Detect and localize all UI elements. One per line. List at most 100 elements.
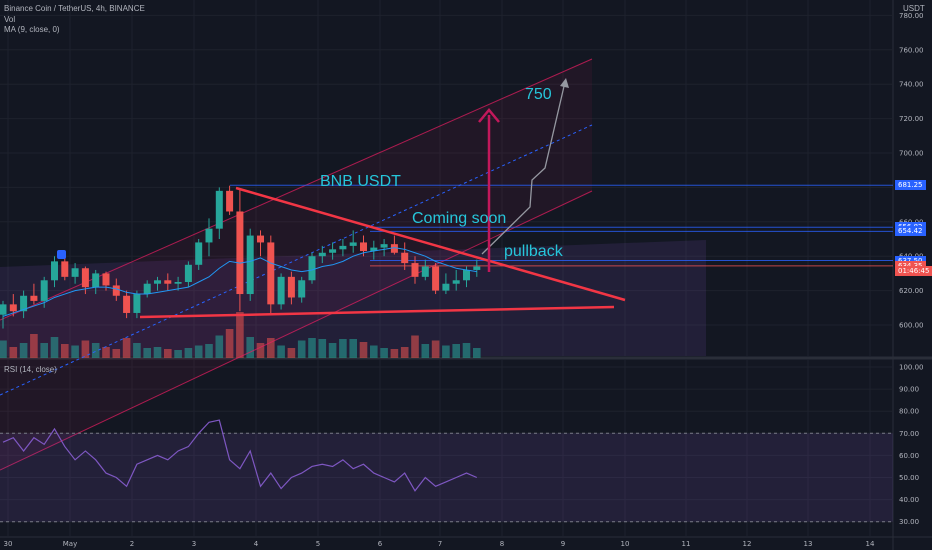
rsi-tick-label: 50.00 [899, 474, 919, 482]
currency-label: USDT [903, 4, 925, 13]
candle-body [370, 247, 378, 252]
symbol-title: Binance Coin / TetherUS, 4h, BINANCE [4, 4, 145, 13]
volume-bar [267, 338, 275, 358]
candle-body [51, 261, 58, 281]
price-tick-label: 780.00 [899, 12, 924, 20]
price-tick-label: 700.00 [899, 150, 924, 158]
candle-body [432, 266, 440, 291]
candle-body [215, 190, 223, 229]
volume-bar [411, 335, 419, 358]
price-tag: 681.25 [895, 180, 926, 191]
candle-body [452, 280, 460, 284]
volume-bar [473, 348, 481, 358]
candle-body [349, 242, 357, 246]
candle-body [174, 282, 182, 284]
ma-line [2, 247, 477, 317]
volume-bar [328, 343, 337, 358]
rsi-tick-label: 70.00 [899, 430, 919, 438]
time-tick-label: 30 [4, 540, 13, 548]
candle-body [421, 266, 429, 277]
candle-body [277, 276, 285, 305]
volume-bar [400, 347, 409, 358]
volume-bar [0, 340, 7, 358]
candle-body [267, 242, 275, 305]
channel-lower-line [0, 190, 593, 471]
volume-bar [50, 337, 59, 358]
volume-bar [9, 347, 18, 358]
time-tick-label: 12 [743, 540, 752, 548]
parallel-channel-fill [0, 59, 592, 470]
candle-body [133, 294, 141, 313]
candle-body [329, 249, 337, 253]
candle-body [164, 280, 172, 284]
candle-body [123, 295, 131, 313]
candle-body [71, 268, 79, 277]
candle-body [411, 263, 419, 277]
volume-bar [194, 345, 203, 358]
volume-bar [277, 345, 285, 358]
price-tag: 637.50 [895, 255, 926, 266]
candle-body [463, 269, 470, 281]
time-tick-label: 3 [192, 540, 196, 548]
descending-trendline [235, 186, 626, 302]
annotation-coming-soon: Coming soon [412, 210, 506, 227]
volume-bar [287, 348, 296, 358]
volume-bar [339, 339, 347, 358]
volume-bar [112, 349, 121, 358]
volume-bar [40, 343, 48, 358]
candle-body [298, 280, 306, 298]
candle-body [102, 273, 110, 286]
time-tick-label: 10 [621, 540, 630, 548]
candle-body [257, 235, 264, 243]
candle-body [308, 256, 316, 281]
time-tick-label: 14 [866, 540, 875, 548]
candle-body [61, 261, 69, 277]
volume-bar [318, 339, 327, 358]
volume-bar [256, 343, 265, 358]
time-tick-label: 2 [130, 540, 134, 548]
rsi-band-fill [0, 433, 893, 522]
volume-bar [19, 343, 28, 358]
target-arrow-head [478, 108, 500, 123]
rsi-tick-label: 100.00 [899, 364, 924, 372]
projection-arrow-head [560, 78, 569, 88]
volume-bar [61, 344, 69, 358]
candle-body [0, 304, 7, 315]
candle-body [92, 273, 100, 288]
rsi-tick-label: 80.00 [899, 408, 919, 416]
rsi-tick-label: 30.00 [899, 518, 919, 526]
candle-body [318, 252, 326, 257]
candle-body [360, 242, 367, 252]
time-tick-label: 9 [561, 540, 565, 548]
time-tick-label: May [63, 540, 77, 548]
volume-bar [359, 342, 368, 358]
candle-body [30, 295, 38, 301]
annotation-bnb-usdt: BNB USDT [320, 173, 401, 190]
candle-body [184, 264, 192, 282]
volume-bar [122, 338, 131, 358]
time-tick-label: 7 [438, 540, 442, 548]
candle-body [473, 266, 481, 270]
time-tick-label: 5 [316, 540, 320, 548]
volume-bar [236, 312, 244, 358]
price-tag: 634.35 [895, 260, 926, 271]
rsi-tick-label: 60.00 [899, 452, 919, 460]
candle-body [143, 283, 151, 295]
volume-bar [462, 343, 471, 358]
volume-bar [164, 349, 172, 358]
volume-bar [71, 345, 79, 358]
volume-profile-zone [0, 240, 706, 356]
annotation-target: 750 [525, 86, 552, 103]
candle-body [205, 228, 213, 243]
candle-body [339, 245, 347, 250]
rsi-indicator-label: RSI (14, close) [4, 365, 57, 374]
volume-bar [246, 337, 254, 358]
price-tick-label: 740.00 [899, 81, 924, 89]
volume-bar [215, 335, 224, 358]
time-tick-label: 8 [500, 540, 504, 548]
volume-bar [421, 344, 430, 358]
volume-bar [81, 340, 90, 358]
time-tick-label: 4 [254, 540, 259, 548]
candle-body [226, 190, 234, 212]
